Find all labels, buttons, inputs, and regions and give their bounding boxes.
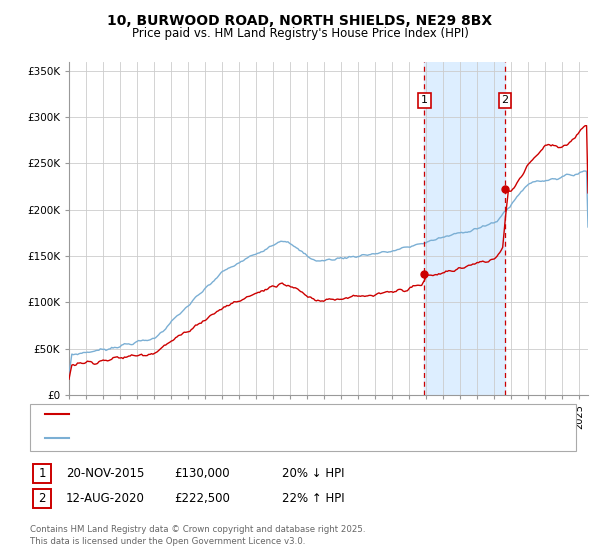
Text: 20-NOV-2015: 20-NOV-2015: [66, 466, 145, 480]
Text: 1: 1: [38, 466, 46, 480]
Text: Contains HM Land Registry data © Crown copyright and database right 2025.
This d: Contains HM Land Registry data © Crown c…: [30, 525, 365, 546]
Text: 20% ↓ HPI: 20% ↓ HPI: [282, 466, 344, 480]
Text: 22% ↑ HPI: 22% ↑ HPI: [282, 492, 344, 505]
Text: 12-AUG-2020: 12-AUG-2020: [66, 492, 145, 505]
Text: Price paid vs. HM Land Registry's House Price Index (HPI): Price paid vs. HM Land Registry's House …: [131, 27, 469, 40]
Text: 10, BURWOOD ROAD, NORTH SHIELDS, NE29 8BX: 10, BURWOOD ROAD, NORTH SHIELDS, NE29 8B…: [107, 14, 493, 28]
Text: 1: 1: [421, 95, 428, 105]
Text: 2: 2: [502, 95, 509, 105]
Text: £130,000: £130,000: [174, 466, 230, 480]
Text: 2: 2: [38, 492, 46, 505]
Text: £222,500: £222,500: [174, 492, 230, 505]
Text: 10, BURWOOD ROAD, NORTH SHIELDS, NE29 8BX (semi-detached house): 10, BURWOOD ROAD, NORTH SHIELDS, NE29 8B…: [73, 409, 455, 419]
Text: HPI: Average price, semi-detached house, North Tyneside: HPI: Average price, semi-detached house,…: [73, 433, 373, 443]
Bar: [424, 62, 505, 395]
